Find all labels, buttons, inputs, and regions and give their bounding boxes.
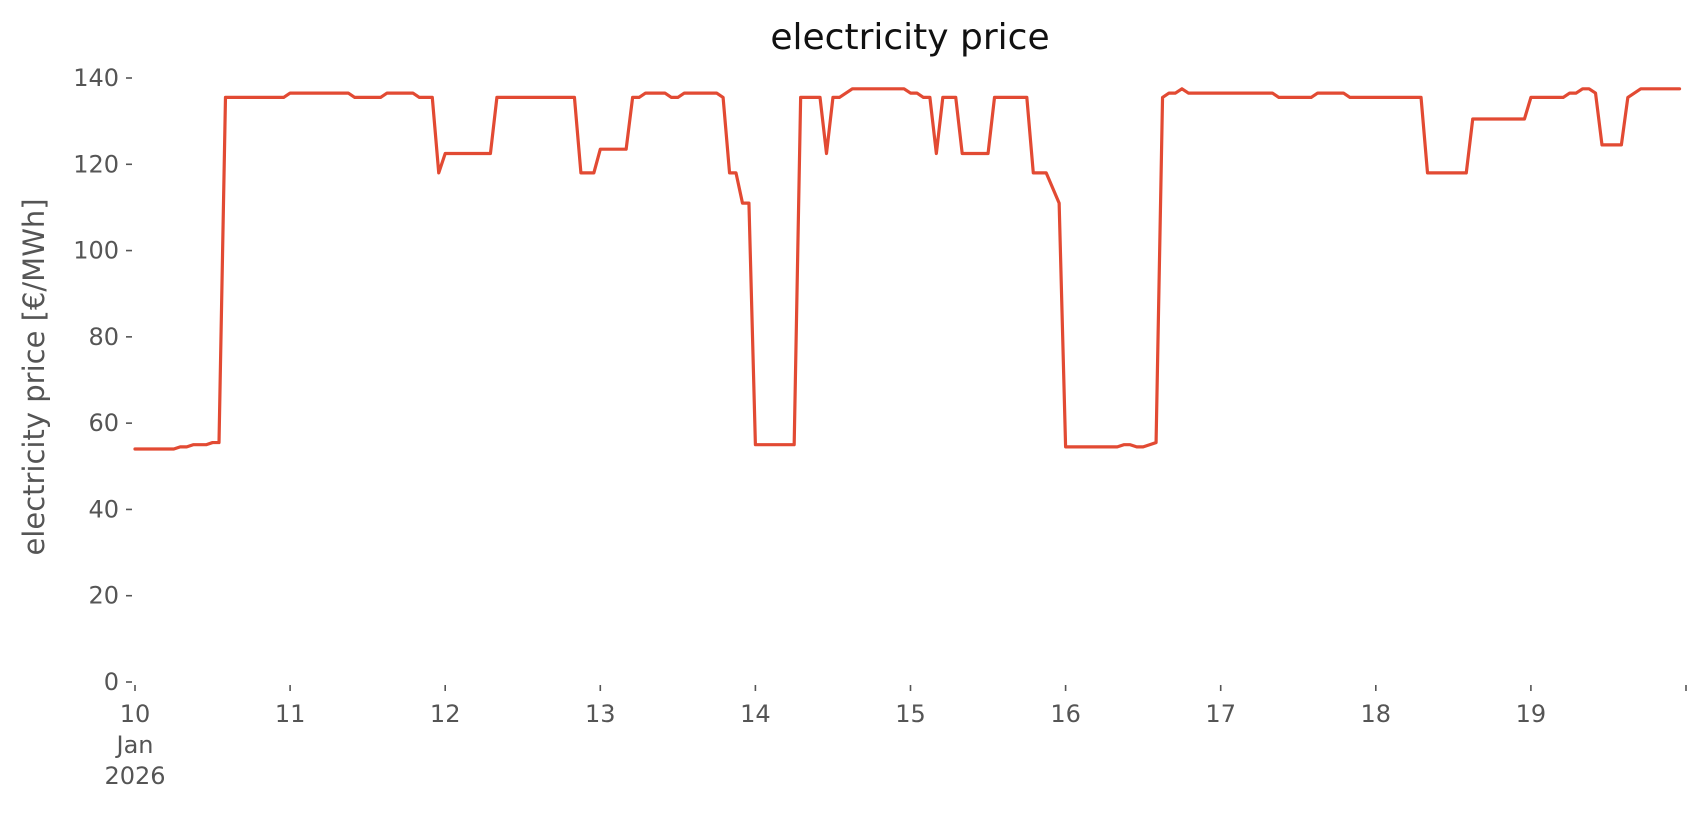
y-axis-label: electricity price [€/MWh] bbox=[17, 198, 51, 555]
y-tick-label: 80 bbox=[88, 323, 119, 351]
y-tick-label: 60 bbox=[88, 409, 119, 437]
x-tick-label: 18 bbox=[1361, 700, 1392, 728]
x-axis: 10 Jan 2026 11 12 13 14 15 16 17 18 19 bbox=[104, 685, 1687, 790]
chart-title: electricity price bbox=[770, 17, 1049, 58]
x-tick-label: Jan bbox=[115, 731, 154, 759]
price-series-line bbox=[133, 87, 1682, 451]
y-tick-label: 20 bbox=[88, 582, 119, 610]
y-tick-label: 100 bbox=[73, 237, 119, 265]
y-tick-label: 120 bbox=[73, 150, 119, 178]
y-axis: 0 20 40 60 80 100 120 140 bbox=[73, 64, 132, 696]
x-tick-label: 13 bbox=[585, 700, 616, 728]
x-tick-label: 16 bbox=[1050, 700, 1081, 728]
plot-area bbox=[133, 87, 1682, 451]
y-tick-label: 0 bbox=[104, 668, 119, 696]
x-tick-label: 10 bbox=[120, 700, 151, 728]
y-tick-label: 40 bbox=[88, 495, 119, 523]
x-tick-label: 17 bbox=[1205, 700, 1236, 728]
x-tick-label: 12 bbox=[430, 700, 461, 728]
x-tick-label: 14 bbox=[740, 700, 771, 728]
x-tick-label: 11 bbox=[275, 700, 306, 728]
x-tick-label: 15 bbox=[895, 700, 926, 728]
x-tick-label: 19 bbox=[1516, 700, 1547, 728]
x-tick-label: 2026 bbox=[104, 762, 165, 790]
y-tick-label: 140 bbox=[73, 64, 119, 92]
